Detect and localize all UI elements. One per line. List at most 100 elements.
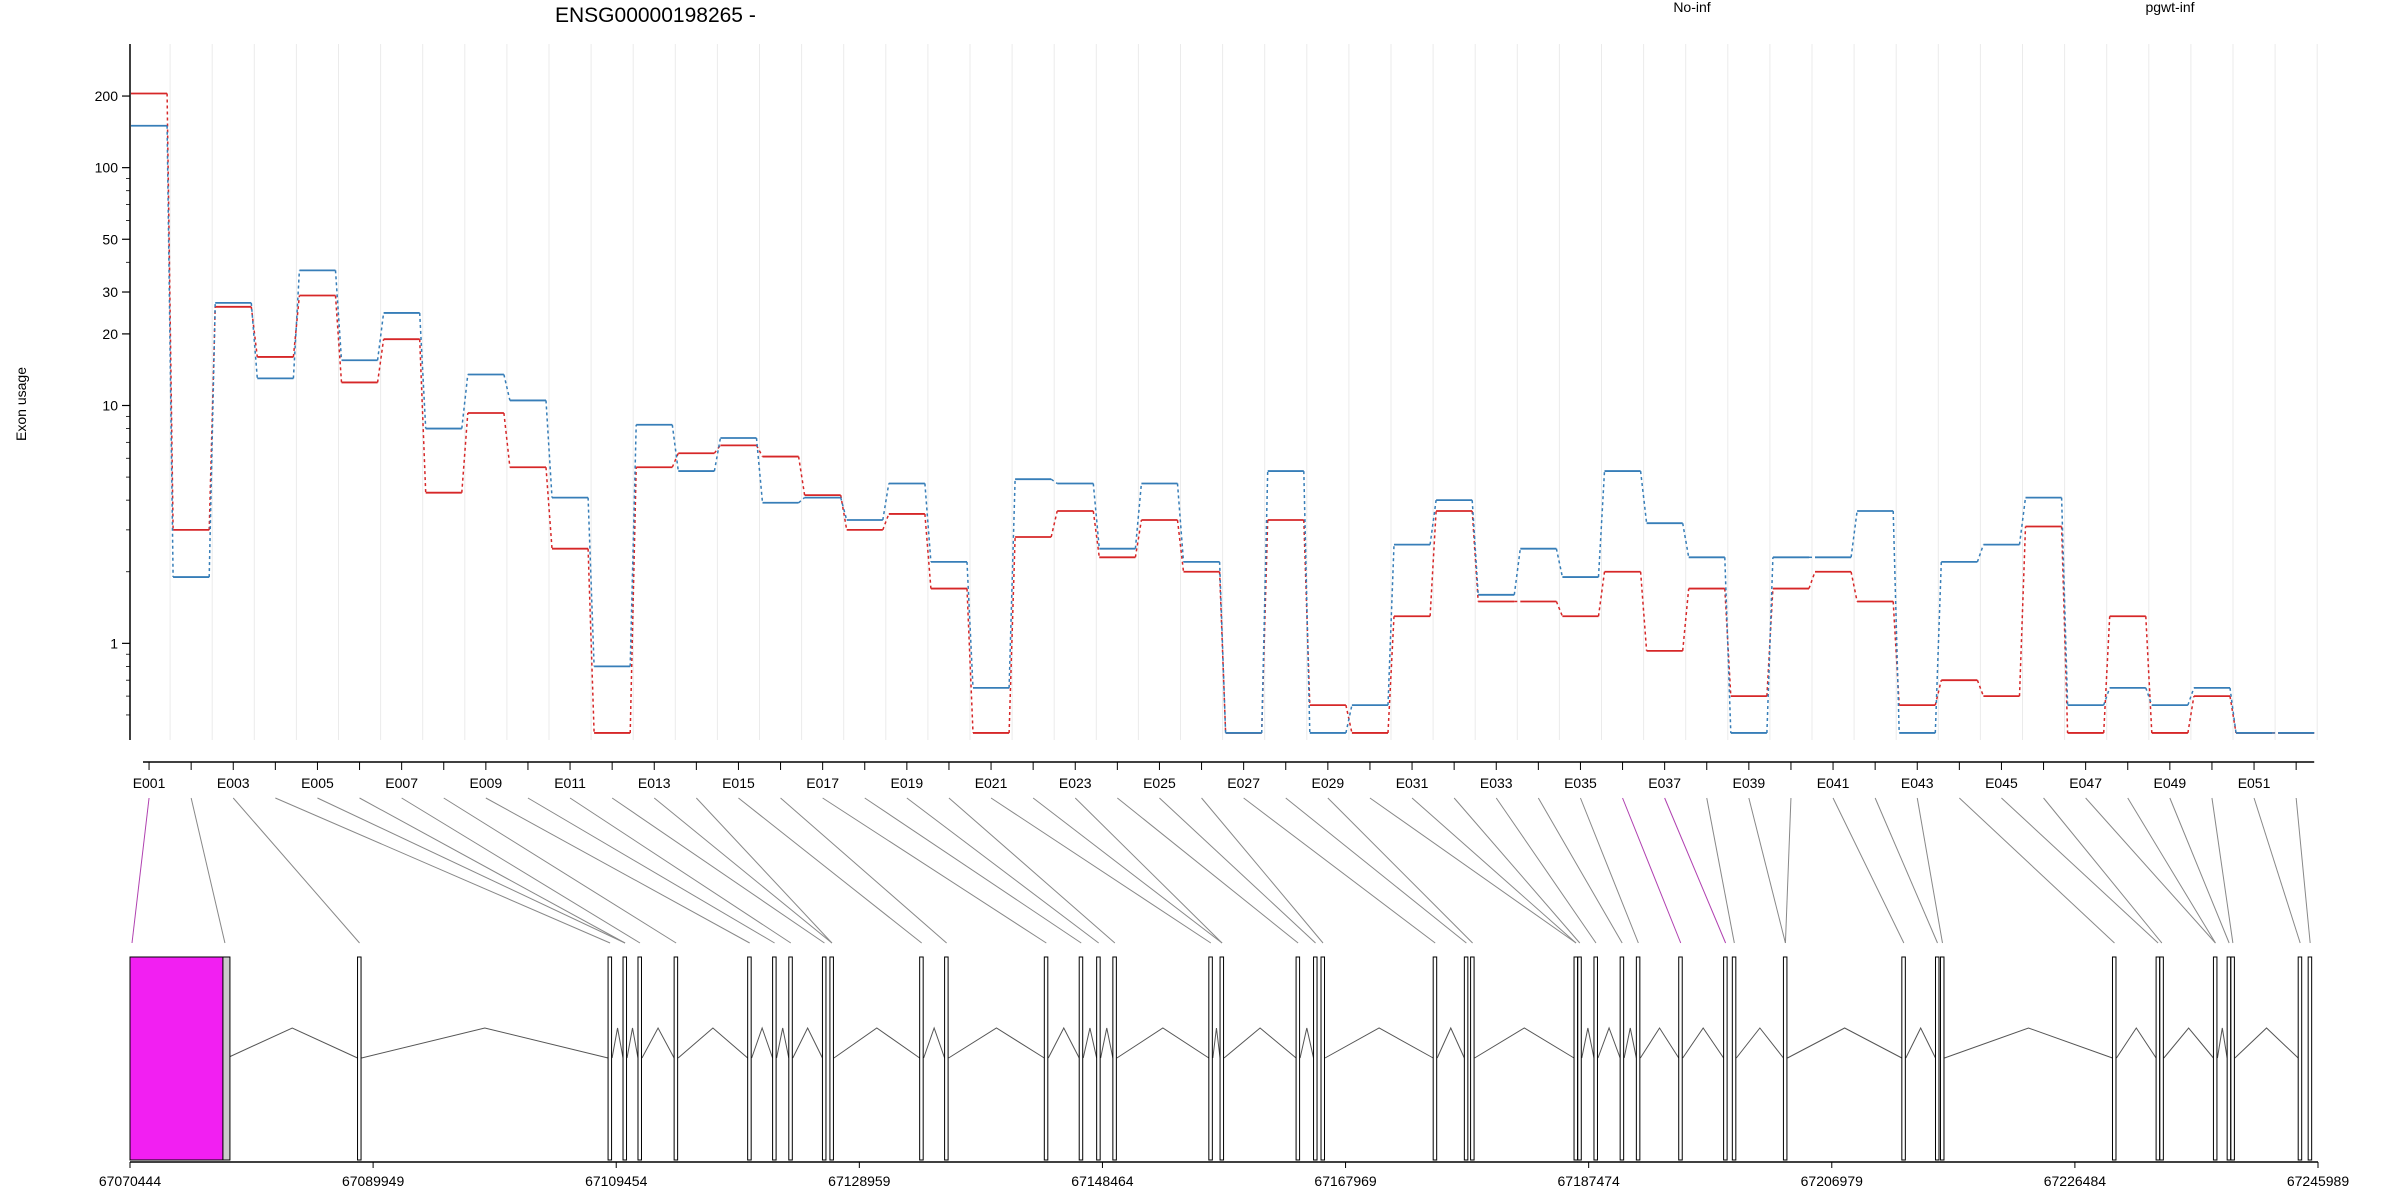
series-transition — [2018, 497, 2027, 545]
series-transition — [292, 270, 301, 379]
x-tick-label-E039: E039 — [1732, 775, 1765, 791]
genome-tick-label: 67206979 — [1801, 1173, 1864, 1189]
connector-E037 — [1664, 797, 1727, 944]
series-transition — [1850, 510, 1858, 558]
series-transition — [418, 312, 427, 429]
x-tick-label-E005: E005 — [301, 775, 334, 791]
series-transition — [2187, 695, 2195, 734]
connector-E021 — [990, 797, 1212, 944]
connector-E007 — [401, 797, 641, 944]
exon — [2111, 956, 2117, 1161]
exon — [788, 956, 793, 1161]
intron — [1082, 1027, 1098, 1059]
series-transition — [503, 374, 511, 401]
series-transition — [418, 339, 427, 493]
genome-tick-label: 67167969 — [1314, 1173, 1377, 1189]
connector-E027 — [1243, 797, 1436, 944]
connector-E008 — [443, 797, 677, 944]
connector-E036 — [1622, 797, 1682, 944]
series-transition — [1766, 557, 1774, 733]
connector-E004 — [275, 797, 611, 944]
intron — [948, 1027, 1045, 1059]
y-tick-label: 30 — [102, 284, 118, 300]
exon — [2155, 956, 2161, 1161]
series-transition — [1934, 680, 1943, 706]
series-transition — [1639, 470, 1648, 524]
connector-E032 — [1453, 797, 1581, 944]
x-tick-label-E043: E043 — [1901, 775, 1934, 791]
connector-E046 — [2043, 797, 2163, 944]
exon — [829, 956, 834, 1161]
series-transition — [208, 306, 216, 530]
exon — [821, 956, 827, 1161]
series-transition — [1218, 561, 1227, 733]
series-transition — [1008, 479, 1016, 688]
intron — [1100, 1027, 1114, 1059]
y-tick-label: 20 — [102, 326, 118, 342]
series-transition — [1387, 544, 1395, 706]
series-transition — [292, 295, 301, 358]
x-tick-label-E001: E001 — [133, 775, 166, 791]
intron — [1735, 1027, 1784, 1059]
intron — [1223, 1027, 1297, 1059]
series-transition — [1008, 536, 1016, 733]
exon — [622, 956, 628, 1161]
intron — [677, 1027, 748, 1059]
series-transition — [882, 483, 890, 521]
intron — [1597, 1026, 1621, 1059]
connector-E026 — [1201, 797, 1324, 944]
series-transition — [2060, 526, 2069, 733]
series-transition — [1050, 478, 1058, 485]
intron — [626, 1027, 639, 1059]
series-transition — [1092, 510, 1101, 558]
exon — [222, 956, 231, 1161]
connector-E014 — [695, 797, 833, 944]
genome-tick-label: 67070444 — [99, 1173, 162, 1189]
series-transition — [1176, 519, 1185, 572]
x-tick-label-E035: E035 — [1564, 775, 1597, 791]
exon — [1313, 956, 1318, 1161]
x-tick-label-E015: E015 — [722, 775, 755, 791]
intron — [1436, 1026, 1465, 1059]
exon — [1731, 956, 1737, 1161]
connector-E049 — [2169, 797, 2230, 944]
y-tick-label: 1 — [110, 635, 118, 651]
series-transition — [166, 93, 174, 530]
connector-E050 — [2211, 797, 2234, 944]
exon — [1901, 956, 1906, 1161]
exon — [772, 956, 777, 1161]
intron — [1905, 1026, 1936, 1059]
series-transition — [1724, 557, 1732, 733]
connector-E013 — [653, 797, 833, 944]
x-tick-label-E037: E037 — [1648, 775, 1681, 791]
intron — [1682, 1027, 1725, 1059]
exon — [2226, 956, 2232, 1161]
connector-E016 — [780, 797, 947, 944]
x-tick-label-E021: E021 — [975, 775, 1008, 791]
series-transition — [966, 588, 974, 733]
series-transition — [1303, 471, 1311, 733]
series-transition — [376, 339, 385, 383]
exon — [2297, 956, 2303, 1161]
series-transition — [1050, 510, 1058, 538]
exon-axis: E001 E003 E005 E007 E009 E011 E013 E015 E017 E019… — [133, 761, 2315, 791]
series-transition — [924, 513, 932, 589]
series-transition — [629, 424, 637, 667]
series-transition — [1976, 679, 1985, 697]
exon — [919, 956, 924, 1161]
intron — [641, 1026, 675, 1059]
intron — [1047, 1026, 1080, 1059]
series-transition — [1513, 548, 1522, 595]
series-pgwt-inf — [131, 124, 2315, 734]
connector-E029 — [1327, 797, 1473, 944]
connector-E045 — [2001, 797, 2159, 944]
connector-E052 — [2295, 797, 2311, 944]
connector-E040 — [1784, 797, 1792, 944]
series-transition — [1555, 548, 1564, 578]
connector-E025 — [1159, 797, 1316, 944]
genome-tick-label: 67187474 — [1558, 1173, 1621, 1189]
connector-E012 — [611, 797, 825, 944]
y-axis-label: Exon usage — [13, 367, 29, 441]
exon — [2307, 956, 2313, 1161]
series-transition — [587, 497, 595, 667]
